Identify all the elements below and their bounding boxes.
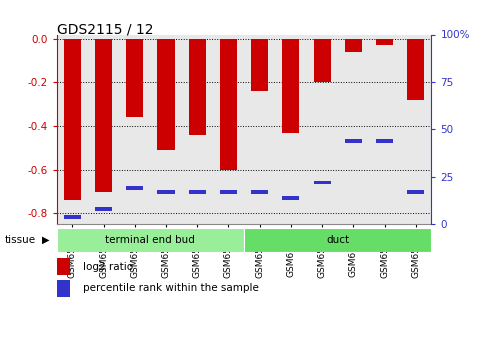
- Bar: [57, 279, 70, 297]
- Text: duct: duct: [326, 235, 349, 245]
- Bar: [189, 39, 206, 135]
- Bar: [314, 180, 331, 185]
- Bar: [157, 190, 175, 194]
- Text: log2 ratio: log2 ratio: [83, 262, 133, 272]
- Bar: [376, 39, 393, 46]
- Bar: [220, 39, 237, 170]
- Text: percentile rank within the sample: percentile rank within the sample: [83, 283, 259, 293]
- Text: terminal end bud: terminal end bud: [106, 235, 195, 245]
- Bar: [314, 39, 331, 82]
- Bar: [57, 258, 70, 275]
- Bar: [220, 190, 237, 194]
- Text: GDS2115 / 12: GDS2115 / 12: [57, 22, 153, 37]
- Bar: [345, 139, 362, 143]
- Bar: [244, 228, 431, 252]
- Bar: [407, 39, 424, 100]
- Text: tissue: tissue: [5, 235, 36, 245]
- Bar: [251, 39, 268, 91]
- Bar: [407, 190, 424, 194]
- Bar: [126, 39, 143, 117]
- Bar: [95, 39, 112, 191]
- Bar: [345, 39, 362, 52]
- Bar: [157, 39, 175, 150]
- Bar: [251, 190, 268, 194]
- Bar: [126, 186, 143, 190]
- Bar: [64, 39, 81, 200]
- Bar: [95, 207, 112, 211]
- Bar: [57, 228, 244, 252]
- Bar: [282, 196, 299, 200]
- Bar: [282, 39, 299, 132]
- Text: ▶: ▶: [42, 235, 49, 245]
- Bar: [189, 190, 206, 194]
- Bar: [64, 215, 81, 219]
- Bar: [376, 139, 393, 143]
